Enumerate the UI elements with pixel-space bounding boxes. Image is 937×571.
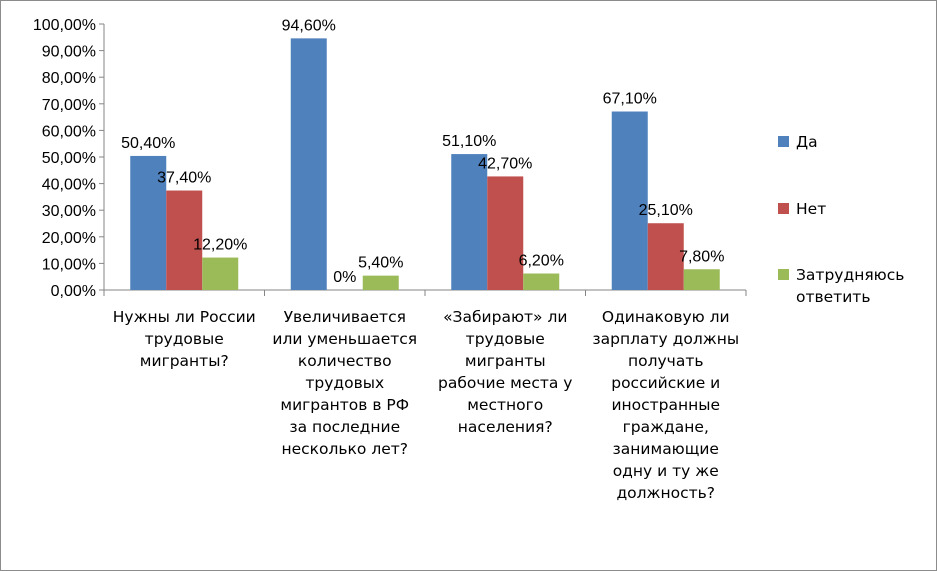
bar (487, 176, 524, 290)
bar (647, 223, 684, 290)
bar (290, 38, 327, 290)
bar (683, 269, 720, 290)
data-label: 37,40% (157, 170, 211, 187)
bar (202, 257, 239, 290)
legend-swatch (778, 269, 789, 280)
y-tick-label: 70,00% (42, 97, 96, 114)
data-label: 6,20% (519, 253, 564, 270)
bar (166, 190, 203, 290)
y-tick-label: 60,00% (42, 123, 96, 140)
bar (362, 275, 399, 290)
x-category-label: Увеличивается или уменьшается количество… (272, 308, 418, 458)
y-tick-label: 20,00% (42, 230, 96, 247)
y-tick-label: 100,00% (33, 17, 96, 34)
legend-swatch (778, 203, 789, 214)
legend-label: Затрудняюсь ответить (796, 266, 905, 306)
bar (451, 154, 488, 290)
y-tick-label: 50,00% (42, 150, 96, 167)
data-label: 7,80% (679, 248, 724, 265)
data-label: 67,10% (603, 91, 657, 108)
legend-item: Да (778, 131, 926, 153)
y-tick-label: 80,00% (42, 70, 96, 87)
x-category-label: Одинаковую ли зарплату должны получать р… (592, 308, 740, 502)
data-label: 25,10% (639, 202, 693, 219)
data-label: 42,70% (478, 155, 532, 172)
legend-item: Затрудняюсь ответить (778, 264, 926, 308)
legend-item: Нет (778, 198, 926, 220)
y-tick-label: 0,00% (51, 283, 96, 300)
x-category-label: «Забирают» ли трудовые мигранты рабочие … (438, 308, 573, 436)
y-tick-label: 90,00% (42, 44, 96, 61)
bar (130, 155, 167, 290)
data-label: 12,20% (193, 237, 247, 254)
legend-label: Да (796, 133, 818, 151)
y-tick-label: 40,00% (42, 177, 96, 194)
legend-swatch (778, 136, 789, 147)
data-label: 50,40% (121, 135, 175, 152)
bar (523, 273, 560, 290)
data-label: 94,60% (282, 17, 336, 34)
data-label: 0% (333, 269, 356, 286)
x-category-label: Нужны ли России трудовые мигранты? (112, 308, 256, 370)
data-label: 5,40% (358, 255, 403, 272)
bar (611, 111, 648, 290)
y-tick-label: 10,00% (42, 256, 96, 273)
y-tick-label: 30,00% (42, 203, 96, 220)
data-label: 51,10% (442, 133, 496, 150)
legend-label: Нет (796, 200, 827, 218)
